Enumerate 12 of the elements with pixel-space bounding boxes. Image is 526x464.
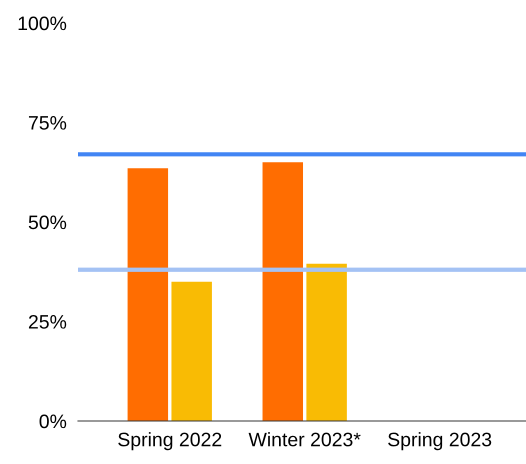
bar [262,162,304,421]
y-tick-label: 0% [40,414,66,428]
x-tick-label: Spring 2023 [388,432,492,450]
y-tick-label: 75% [28,116,66,130]
bar [171,282,212,421]
bar [128,168,168,421]
x-tick-label: Winter 2023* [248,432,361,446]
bar [306,264,347,421]
y-tick-label: 50% [28,215,66,230]
y-tick-label: 100% [18,16,66,30]
x-tick-label: Spring 2022 [118,432,222,450]
y-tick-label: 25% [28,314,66,329]
